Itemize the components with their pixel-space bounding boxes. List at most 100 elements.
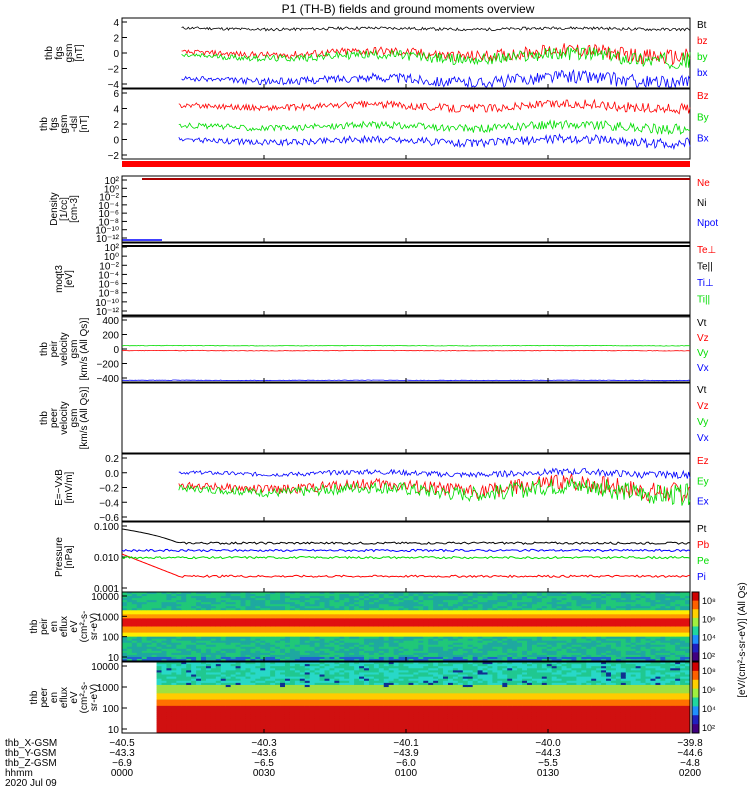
spectrogram-cell	[294, 620, 301, 623]
spectrogram-cell	[235, 712, 241, 715]
spectrogram-cell	[181, 610, 187, 613]
spectrogram-cell	[383, 600, 390, 603]
spectrogram-cell	[270, 626, 276, 629]
spectrogram-cell	[275, 689, 281, 692]
spectrogram-cell	[635, 600, 642, 603]
spectrogram-cell	[378, 620, 385, 623]
spectrogram-cell	[161, 648, 167, 652]
spectrogram-cell	[541, 616, 548, 619]
spectrogram-cell	[606, 626, 612, 629]
spectrogram-cell	[260, 682, 266, 686]
spectrogram-cell	[230, 674, 236, 678]
spectrogram-cell	[601, 644, 607, 648]
spectrogram-cell	[161, 666, 167, 669]
spectrogram-cell	[472, 630, 479, 633]
spectrogram-cell	[176, 614, 182, 617]
spectrogram-cell	[531, 644, 538, 648]
spectrogram-cell	[299, 604, 306, 607]
spectrogram-cell	[235, 682, 241, 686]
spectrogram-cell	[383, 652, 390, 656]
spectrogram-cell	[235, 608, 241, 611]
spectrogram-cell	[423, 620, 429, 623]
spectrogram-cell	[527, 630, 533, 633]
series-Pt	[121, 528, 691, 545]
spectrogram-cell	[596, 598, 602, 601]
spectrogram-cell	[586, 648, 592, 652]
spectrogram-cell	[403, 642, 409, 646]
spectrogram-cell	[131, 610, 138, 613]
spectrogram-cell	[225, 638, 232, 642]
spectrogram-cell	[556, 614, 562, 617]
spectrogram-cell	[161, 718, 167, 721]
spectrogram-cell	[136, 658, 143, 662]
spectrogram-cell	[502, 652, 508, 656]
spectrogram-cell	[482, 640, 488, 644]
spectrogram-cell	[596, 592, 602, 595]
spectrogram-cell	[655, 600, 661, 603]
spectrogram-cell	[576, 654, 582, 658]
spectrogram-cell	[640, 618, 646, 621]
spectrogram-cell	[423, 644, 429, 648]
spectrogram-cell	[245, 616, 251, 619]
spectrogram-cell	[438, 606, 444, 609]
spectrogram-cell	[151, 622, 157, 625]
spectrogram-cell	[635, 638, 642, 642]
spectrogram-cell	[240, 695, 246, 698]
spectrogram-cell	[546, 610, 553, 613]
spectrogram-cell	[502, 646, 508, 650]
spectrogram-cell	[324, 618, 330, 621]
spectrogram-cell	[245, 676, 251, 680]
spectrogram-cell	[354, 652, 360, 656]
spectrogram-cell	[166, 594, 172, 597]
spectrogram-cell	[289, 628, 296, 631]
spectrogram-cell	[685, 634, 691, 638]
spectrogram-cell	[270, 594, 276, 597]
spectrogram-cell	[225, 697, 232, 700]
spectrogram-cell	[576, 622, 582, 625]
spectrogram-cell	[650, 654, 656, 658]
spectrogram-cell	[418, 618, 424, 621]
spectrogram-cell	[581, 630, 587, 633]
spectrogram-cell	[601, 622, 607, 625]
spectrogram-cell	[334, 646, 340, 650]
spectrogram-cell	[255, 644, 261, 648]
spectrogram-cell	[527, 608, 533, 611]
spectrogram-cell	[680, 644, 686, 648]
spectrogram-cell	[457, 654, 464, 658]
spectrogram-cell	[220, 602, 227, 605]
spectrogram-cell	[299, 612, 306, 615]
spectrogram-cell	[561, 648, 567, 652]
spectrogram-cell	[156, 636, 162, 640]
spectrogram-cell	[413, 646, 419, 650]
spectrogram-cell	[680, 652, 686, 656]
series-Pe	[121, 555, 691, 560]
spectrogram-cell	[196, 707, 202, 711]
spectrogram-cell	[383, 618, 390, 621]
y-axis-label: thb	[29, 619, 40, 633]
spectrogram-cell	[660, 630, 666, 633]
spectrogram-cell	[438, 598, 444, 601]
spectrogram-cell	[156, 648, 162, 652]
spectrogram-cell	[650, 632, 656, 636]
spectrogram-cell	[161, 638, 167, 642]
spectrogram-cell	[408, 642, 414, 646]
spectrogram-cell	[215, 664, 222, 667]
spectrogram-cell	[196, 616, 202, 619]
spectrogram-cell	[660, 610, 666, 613]
spectrogram-cell	[324, 604, 330, 607]
spectrogram-cell	[240, 658, 246, 662]
spectrogram-cell	[670, 598, 676, 601]
spectrogram-cell	[650, 638, 656, 642]
spectrogram-cell	[122, 642, 128, 646]
spectrogram-cell	[615, 596, 622, 599]
spectrogram-cell	[620, 642, 627, 646]
spectrogram-cell	[393, 598, 399, 601]
spectrogram-cell	[275, 650, 281, 654]
spectrogram-cell	[146, 620, 153, 623]
spectrogram-cell	[176, 632, 182, 636]
spectrogram-cell	[215, 620, 222, 623]
legend-Ni: Ni	[697, 198, 706, 209]
spectrogram-cell	[403, 648, 409, 652]
spectrogram-cell	[477, 656, 483, 660]
spectrogram-cell	[596, 600, 602, 603]
